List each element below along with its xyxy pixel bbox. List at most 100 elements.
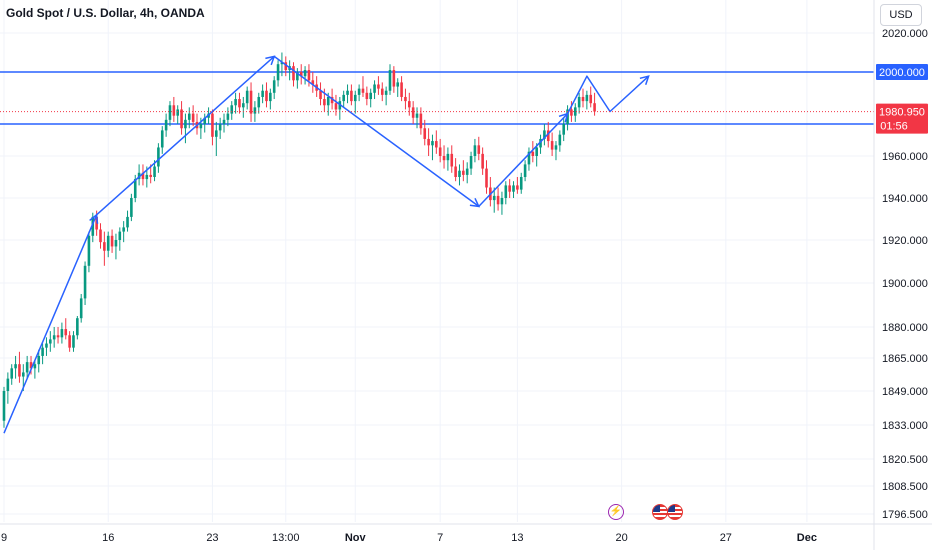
candle-body [519,177,523,190]
candle-body [160,130,164,148]
candle-body [326,96,330,106]
trend-line[interactable] [273,55,480,208]
candle-body [431,141,434,146]
candle-body [554,145,558,150]
trend-drawings[interactable] [3,55,650,434]
price-tick-label: 1940.000 [882,193,928,205]
candle-body [157,147,160,167]
price-tick-label: 1833.000 [882,420,928,432]
candle-body [95,216,98,230]
candle-body [280,62,284,65]
candle-body [411,107,415,118]
candle-body [68,335,71,348]
candle-body [149,174,152,177]
trend-line[interactable] [478,113,569,207]
candle-body [423,128,427,139]
candle-body [307,70,311,81]
candle-body [330,96,334,104]
candle-body [570,109,573,116]
candle-body [299,72,303,77]
candle-body [353,94,357,102]
candle-body [230,105,234,114]
candle-body [369,92,372,100]
candle-body [211,113,214,137]
candle-body [469,156,473,169]
candle-body [373,84,376,93]
candle-body [523,164,527,177]
time-tick-label: 13:00 [272,532,300,544]
candle-body [14,364,17,369]
candle-body [292,66,295,81]
price-axis[interactable]: 2020.000 1960.000 1940.000 1920.000 1900.000… [873,0,928,550]
candle-body [558,134,562,146]
time-tick-label: 16 [102,532,114,544]
candle-body [357,88,361,95]
price-tick-label: 1880.000 [882,322,928,334]
candle-body [396,82,400,87]
price-tick-label: 2020.000 [882,28,928,40]
candle-body [83,265,87,299]
currency-button[interactable]: USD [880,4,922,26]
candle-body [91,216,95,236]
candle-body [577,96,581,108]
candle-body [473,145,477,156]
candle-body [303,70,307,77]
candle-body [276,64,280,81]
candle-body [550,141,554,150]
candle-body [18,364,21,377]
candle-body [543,130,546,139]
candle-body [187,113,191,120]
us-flag-icon[interactable] [652,504,668,520]
candle-body [242,103,245,108]
candle-body [249,90,253,114]
candle-body [153,166,156,177]
level-badge [876,64,928,80]
horizontal-levels[interactable] [0,71,874,125]
price-tick-label: 1796.500 [882,509,928,521]
candle-body [593,103,596,112]
candle-body [504,185,508,198]
candle-body [438,147,442,156]
candle-body [462,170,465,175]
candle-body [76,318,79,336]
price-tick-label: 1808.500 [882,481,928,493]
candle-body [589,94,593,104]
candle-body [37,355,41,365]
candle-body [516,185,519,190]
candle-body [29,362,33,369]
candle-body [531,151,535,156]
candle-body [60,329,64,338]
candle-countdown-label: 01:56 [880,121,908,133]
candle-body [350,90,353,102]
price-tick-label: 1820.500 [882,454,928,466]
candle-body [110,235,114,247]
trend-line[interactable] [96,55,275,216]
us-flag-icon[interactable] [667,504,683,520]
time-axis[interactable]: 9 16 23 13:00 Nov 7 13 20 27 Dec [0,523,932,544]
trend-line[interactable] [3,214,98,434]
trend-arrowhead [558,112,569,123]
candle-body [415,113,419,118]
candle-body [408,101,411,108]
lightning-icon[interactable]: ⚡ [608,504,624,520]
candle-body [218,124,222,131]
candle-body [45,343,48,348]
candle-body [168,105,172,120]
time-tick-label: 20 [615,532,627,544]
candle-body [272,80,276,93]
candle-body [296,72,299,81]
candle-body [176,109,179,116]
candle-body [234,99,237,106]
candle-body [172,105,176,116]
candle-body [180,109,183,129]
price-tick-label: 1920.000 [882,235,928,247]
candle-body [257,96,261,108]
candle-body [215,130,218,137]
candle-body [25,362,29,373]
candle-body [334,103,338,110]
candle-body [64,329,68,336]
trend-line[interactable] [566,75,650,114]
